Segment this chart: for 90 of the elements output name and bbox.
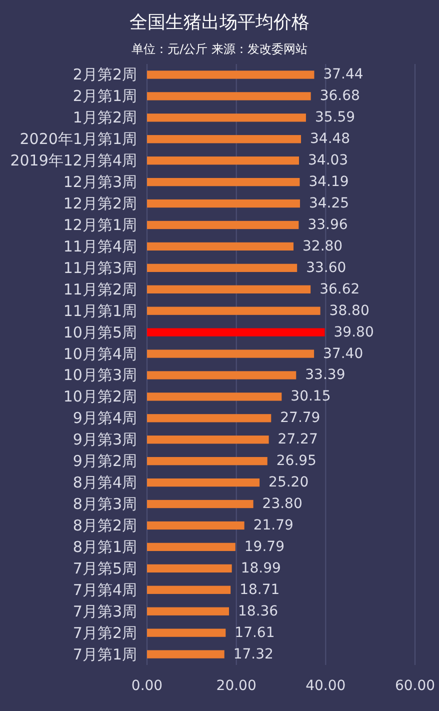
bar [147,392,282,401]
bar [147,242,294,251]
y-tick-label: 11月第1周 [63,302,137,320]
data-label: 18.71 [240,582,280,598]
y-tick-label: 7月第2周 [72,624,137,642]
bar [147,135,302,144]
y-tick-label: 9月第4周 [72,409,137,428]
bar [147,564,232,572]
y-tick-label: 10月第3周 [63,366,137,384]
bar [147,114,306,122]
data-label: 19.79 [244,538,284,555]
x-tick-label: 20.00 [216,678,256,694]
data-label: 30.15 [290,388,331,405]
bar [147,199,300,208]
x-tick-label: 40.00 [306,678,346,694]
x-tick-label: 60.00 [394,678,436,694]
y-tick-label: 2020年1月第1周 [20,130,137,148]
y-tick-label: 9月第2周 [72,452,137,470]
data-label: 21.79 [253,517,294,534]
data-label: 39.80 [334,324,374,340]
bar [147,436,269,444]
y-tick-label: 7月第1周 [72,645,137,664]
data-label: 35.59 [314,110,356,126]
chart-title: 全国生猪出场平均价格 [130,12,310,33]
y-tick-label: 9月第3周 [72,430,137,449]
data-label: 33.60 [306,260,346,276]
y-tick-label: 10月第4周 [63,344,137,363]
y-tick-label: 2月第1周 [72,87,137,106]
y-tick-label: 2019年12月第4周 [10,152,137,170]
bar [147,92,311,100]
data-label: 18.36 [238,603,278,620]
data-label: 34.19 [308,174,349,190]
y-tick-label: 11月第2周 [63,280,137,298]
data-label: 34.25 [308,196,350,212]
y-tick-label: 12月第1周 [63,216,137,234]
y-tick-label: 12月第3周 [63,173,137,192]
y-tick-label: 8月第4周 [72,474,137,492]
bar [147,306,320,315]
bar [147,650,224,658]
chart-subtitle: 单位：元/公斤 来源：发改委网站 [132,42,308,56]
data-label: 33.39 [305,367,346,384]
data-label: 23.80 [262,496,302,512]
bar [147,178,300,186]
bar [147,457,268,466]
data-label: 18.99 [240,560,281,576]
bar [147,371,296,380]
y-tick-label: 10月第5周 [63,323,137,342]
bar [147,414,272,422]
y-tick-label: 10月第2周 [63,388,137,406]
data-label: 33.96 [308,216,348,233]
data-label: 34.48 [310,131,350,148]
y-tick-label: 7月第5周 [72,559,137,578]
y-tick-label: 11月第4周 [63,237,137,256]
data-label: 27.27 [278,432,318,448]
y-tick-label: 2月第2周 [72,66,137,84]
bar [147,156,299,165]
bar [147,328,325,336]
y-tick-label: 8月第2周 [72,516,137,534]
data-label: 25.20 [268,474,309,491]
bar [147,521,244,530]
bar [147,500,254,508]
y-tick-label: 11月第3周 [63,258,137,277]
y-tick-label: 1月第2周 [72,108,137,127]
bar [147,70,314,79]
bar [147,607,230,616]
bar [147,264,298,272]
bar [147,542,236,552]
y-tick-label: 8月第1周 [72,538,137,556]
y-tick-label: 7月第4周 [72,580,137,599]
bar [147,586,231,594]
y-tick-label: 8月第3周 [72,495,137,514]
bar [147,628,226,637]
data-label: 36.68 [320,88,360,104]
data-label: 17.61 [234,624,275,641]
bar [147,350,314,358]
bar [147,220,299,230]
data-label: 26.95 [276,453,316,470]
data-label: 37.44 [323,66,364,83]
data-label: 38.80 [329,302,370,319]
bar [147,285,311,294]
data-label: 37.40 [323,346,364,362]
x-tick-label: 0.00 [131,678,163,694]
y-tick-label: 12月第2周 [63,194,137,213]
data-label: 32.80 [302,238,343,254]
data-label: 34.03 [308,152,348,169]
data-label: 27.79 [280,410,320,426]
y-tick-label: 7月第3周 [72,602,137,620]
data-label: 36.62 [320,281,360,298]
data-label: 17.32 [233,646,274,662]
bar [147,478,260,487]
